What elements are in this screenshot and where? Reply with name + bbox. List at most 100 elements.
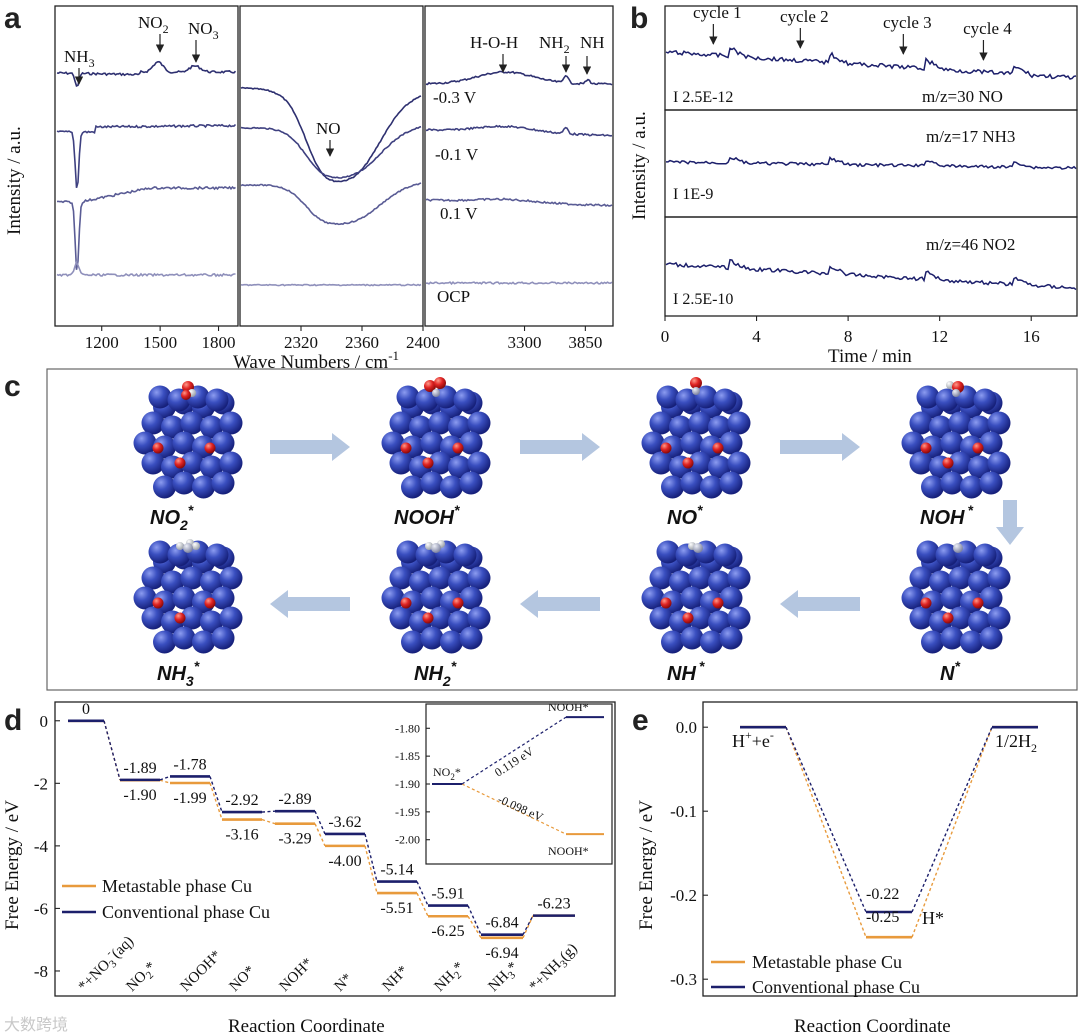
cu-atom <box>680 626 704 650</box>
c-cluster-1 <box>381 377 491 499</box>
cu-atom <box>641 431 665 455</box>
o-atom <box>712 442 724 454</box>
o-atom <box>972 442 984 454</box>
a-y-label: Intensity / a.u. <box>4 126 25 235</box>
adsorbate-atom <box>431 543 441 553</box>
o-atom <box>452 442 464 454</box>
cu-atom <box>200 415 223 439</box>
d-value-meta: -5.51 <box>380 900 413 917</box>
c-label-nooh: NOOH* <box>394 502 460 529</box>
e-label-start: H++e- <box>732 728 774 751</box>
c-cluster-3 <box>901 381 1011 499</box>
d-value-meta: -3.16 <box>225 827 258 844</box>
a-curve-s2 <box>240 283 422 287</box>
a-curve-s1 <box>56 260 236 278</box>
o-atom <box>682 612 694 624</box>
cu-atom <box>940 471 964 495</box>
cu-atom <box>396 540 420 564</box>
d-connector-conv <box>314 810 326 835</box>
d-inset-tick-label: -1.90 <box>395 777 420 791</box>
d-value-conv: 0 <box>82 701 90 718</box>
cu-atom <box>381 431 405 455</box>
c-cluster-0 <box>133 381 243 499</box>
d-tick-label: -8 <box>34 962 48 981</box>
d-value-meta: -3.29 <box>278 831 311 848</box>
d-connector-conv <box>159 775 171 781</box>
e-value-meta: -0.25 <box>866 909 899 926</box>
o-atom <box>422 457 434 469</box>
cu-atom <box>719 431 743 455</box>
cu-atom <box>133 586 157 610</box>
c-arrow-4 <box>996 500 1024 545</box>
e-connector-meta <box>785 726 867 938</box>
panel-b: b 0 4 8 12 16 cycle 1 cycle 2 cycle 3 cycle 4 I… <box>629 2 1078 367</box>
b-scale-3: I 2.5E-10 <box>673 291 733 308</box>
panel-c: c NO2* NOOH* NO* NOH * N* NH * NH2* NH3* <box>4 368 1078 691</box>
c-label-no: NO* <box>667 502 703 529</box>
d-value-meta: -6.94 <box>485 945 518 962</box>
cu-atom <box>708 610 731 634</box>
a-series-label-3: 0.1 V <box>440 204 478 223</box>
d-value-conv: -5.14 <box>380 862 413 879</box>
b-cycle-label: cycle 3 <box>883 13 932 32</box>
cu-atom <box>141 566 165 590</box>
cu-atom <box>688 411 712 435</box>
cu-atom <box>909 451 933 475</box>
cu-atom <box>948 411 972 435</box>
d-legend-meta: Metastable phase Cu <box>102 876 252 896</box>
a-curve-s3 <box>425 70 613 86</box>
panel-a-letter: a <box>4 2 21 35</box>
cu-atom <box>727 566 751 590</box>
panel-e: e 0.0 -0.1 -0.2 -0.3 Free Energy / eV React… <box>632 701 1078 1036</box>
d-connector-conv <box>364 833 378 882</box>
a-annot-no: NO <box>316 119 341 138</box>
cu-atom <box>172 471 196 495</box>
a-annot-no3: NO3 <box>188 19 219 42</box>
e-legend: Metastable phase Cu Conventional phase C… <box>711 952 920 997</box>
c-frame <box>46 368 1078 691</box>
a-annot-nh2: NH2 <box>539 33 570 56</box>
cu-atom <box>661 475 684 499</box>
d-connector-conv <box>522 915 534 936</box>
d-cat-8: NH3* <box>486 959 524 997</box>
o-atom <box>152 442 164 454</box>
d-inset-connector <box>461 716 567 785</box>
a-series-label-1: -0.3 V <box>433 88 477 107</box>
b-scale-2: I 1E-9 <box>673 186 713 203</box>
d-connector-meta <box>364 845 378 894</box>
b-series-label-1: m/z=30 NO <box>922 87 1003 106</box>
cu-atom <box>700 475 723 499</box>
b-series-label-2: m/z=17 NH3 <box>926 127 1015 146</box>
o-atom <box>174 612 186 624</box>
cu-atom <box>192 630 215 654</box>
cu-atom <box>428 451 452 475</box>
a-annot-hoh: H-O-H <box>470 33 518 52</box>
cu-atom <box>467 451 491 475</box>
cu-atom <box>172 586 196 610</box>
d-inset: -1.80 -1.85 -1.90 -1.95 -2.00 NO2* NOOH* NOO… <box>395 700 613 865</box>
cu-atom <box>440 630 463 654</box>
panel-d: d 0 -2 -4 -6 -8 0 -1.89 -1.78 -2.92 -2.89 -3.62 -5… <box>2 700 616 1036</box>
a-tick-label: 3850 <box>568 333 602 352</box>
b-tick-label: 0 <box>661 327 670 346</box>
c-label-n: N* <box>940 658 960 685</box>
b-tick-label: 4 <box>752 327 761 346</box>
cu-atom <box>979 586 1003 610</box>
cu-atom <box>389 451 413 475</box>
cu-atom <box>909 606 933 630</box>
cu-atom <box>727 606 751 630</box>
cu-atom <box>916 540 940 564</box>
c-cluster-2 <box>641 377 751 499</box>
cu-atom <box>467 411 491 435</box>
cu-atom <box>713 388 737 412</box>
cu-atom <box>409 570 432 594</box>
d-cat-5: N* <box>332 971 356 995</box>
cu-atom <box>708 415 731 439</box>
cu-atom <box>656 385 680 409</box>
cu-atom <box>389 411 413 435</box>
a-tick-label: 2360 <box>345 333 379 352</box>
cu-atom <box>141 411 165 435</box>
cu-atom <box>211 471 235 495</box>
d-value-conv: -5.91 <box>431 886 464 903</box>
a-annot-no2: NO2 <box>138 13 169 36</box>
